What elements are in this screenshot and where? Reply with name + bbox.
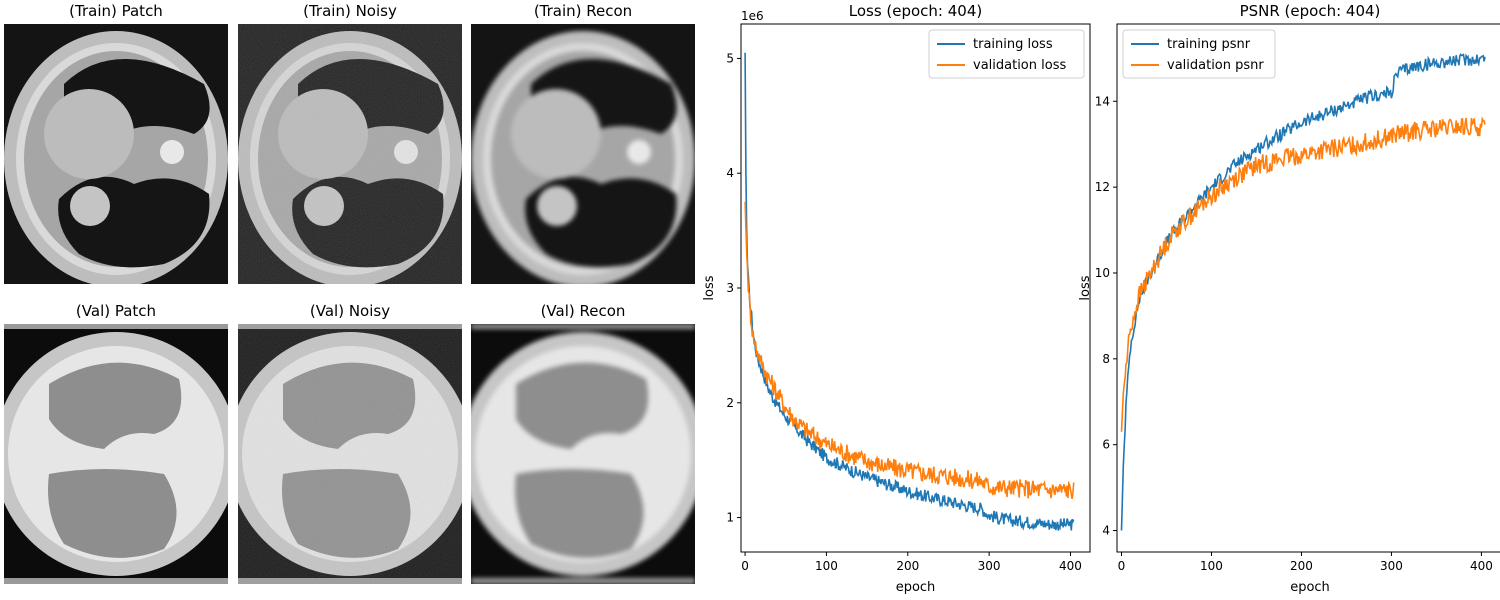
aorta: [537, 186, 577, 226]
x-tick-label: 0: [741, 559, 749, 573]
x-tick-label: 400: [1470, 559, 1493, 573]
ct-slice: [4, 31, 228, 284]
loss-chart-group: 0 100 200 300 400 1 2 3 4 5 Loss (epoch: 404) epoch…: [702, 2, 1091, 595]
image-panel-train-patch: [4, 24, 228, 284]
image-panel-title: (Train) Noisy: [303, 2, 397, 20]
x-tick-label: 100: [815, 559, 838, 573]
image-panel-title: (Val) Recon: [540, 302, 626, 320]
table-bar-top: [471, 324, 695, 329]
legend-entry: training loss: [973, 37, 1053, 52]
legend-box: [928, 29, 1085, 79]
noise-overlay: [238, 324, 462, 584]
legend-entry: validation psnr: [1167, 58, 1264, 73]
table-bar-bottom: [471, 578, 695, 584]
y-tick-label: 1: [726, 511, 734, 525]
legend-entry: training psnr: [1167, 37, 1251, 52]
axis-offset-label: 1e6: [741, 9, 764, 23]
lower-lung: [48, 469, 177, 558]
image-panel-val-noisy: [238, 324, 462, 584]
y-tick-label: 8: [1102, 352, 1110, 366]
ct-slice: [4, 324, 228, 584]
image-panel-title: (Train) Recon: [533, 2, 633, 20]
x-tick-label: 300: [978, 559, 1001, 573]
x-tick-label: 200: [896, 559, 919, 573]
y-tick-label: 10: [1095, 266, 1110, 280]
loss-legend: training loss validation loss: [928, 29, 1085, 79]
y-tick-label: 12: [1095, 180, 1110, 194]
x-axis-label: epoch: [1290, 580, 1330, 595]
table-bar-bottom: [4, 578, 228, 584]
x-tick-label: 0: [1118, 559, 1126, 573]
loss-chart-title: Loss (epoch: 404): [849, 2, 983, 20]
upper-lung: [49, 362, 182, 449]
image-panel-val-recon: [471, 324, 695, 584]
image-panel-title: (Val) Noisy: [309, 302, 391, 320]
upper-lung: [531, 59, 677, 134]
x-tick-label: 300: [1380, 559, 1403, 573]
heart: [44, 89, 134, 179]
legend-entry: validation loss: [973, 58, 1066, 73]
psnr-chart-title: PSNR (epoch: 404): [1240, 2, 1381, 20]
heart: [511, 89, 601, 179]
loss-plot-frame: [740, 23, 1091, 553]
table-bar-top: [4, 324, 228, 329]
image-panel-train-noisy: [238, 24, 462, 284]
upper-lung: [64, 59, 210, 134]
psnr-series-validation: [1120, 116, 1486, 432]
psnr-legend: training psnr validation psnr: [1122, 29, 1276, 79]
aorta: [70, 186, 110, 226]
noise-overlay: [238, 24, 462, 284]
y-tick-label: 14: [1095, 94, 1110, 108]
psnr-series-training: [1120, 52, 1486, 531]
image-panel-title: (Train) Patch: [69, 2, 163, 20]
y-tick-label: 6: [1102, 438, 1110, 452]
y-tick-label: 4: [726, 166, 734, 180]
y-tick-label: 4: [1102, 524, 1110, 538]
y-tick-label: 5: [726, 51, 734, 65]
y-axis-label: loss: [1078, 275, 1093, 300]
vertebra: [160, 140, 184, 164]
x-tick-label: 200: [1290, 559, 1313, 573]
ct-slice: [471, 324, 695, 584]
psnr-plot-frame: [1116, 23, 1500, 553]
psnr-chart-group: 0 100 200 300 400 4 6 8 10 12 14 PSNR (epoch: 404) e…: [1078, 2, 1500, 595]
x-tick-label: 100: [1200, 559, 1223, 573]
loss-series-training: [744, 52, 1075, 531]
x-axis-label: epoch: [896, 580, 936, 595]
image-panel-train-recon: [471, 24, 695, 284]
ct-slice: [471, 31, 695, 284]
image-panel-val-patch: [4, 324, 228, 584]
x-tick-label: 400: [1059, 559, 1082, 573]
y-tick-label: 3: [726, 281, 734, 295]
loss-series-validation: [744, 201, 1075, 500]
upper-lung: [516, 362, 649, 449]
vertebra: [627, 140, 651, 164]
legend-box: [1122, 29, 1276, 79]
image-panel-title: (Val) Patch: [75, 302, 157, 320]
lower-lung: [515, 469, 644, 558]
y-tick-label: 2: [726, 396, 734, 410]
y-axis-label: loss: [702, 275, 717, 300]
